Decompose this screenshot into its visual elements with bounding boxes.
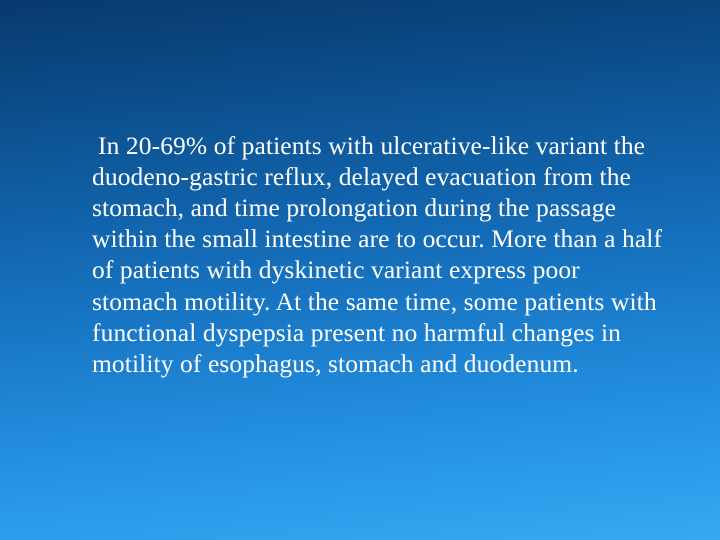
bullet-text: In 20-69% of patients with ulcerative-li… [92,130,670,379]
slide-body: In 20-69% of patients with ulcerative-li… [64,130,670,379]
bullet-marker-icon [64,130,92,132]
bullet-item: In 20-69% of patients with ulcerative-li… [64,130,670,379]
slide: In 20-69% of patients with ulcerative-li… [0,0,720,540]
